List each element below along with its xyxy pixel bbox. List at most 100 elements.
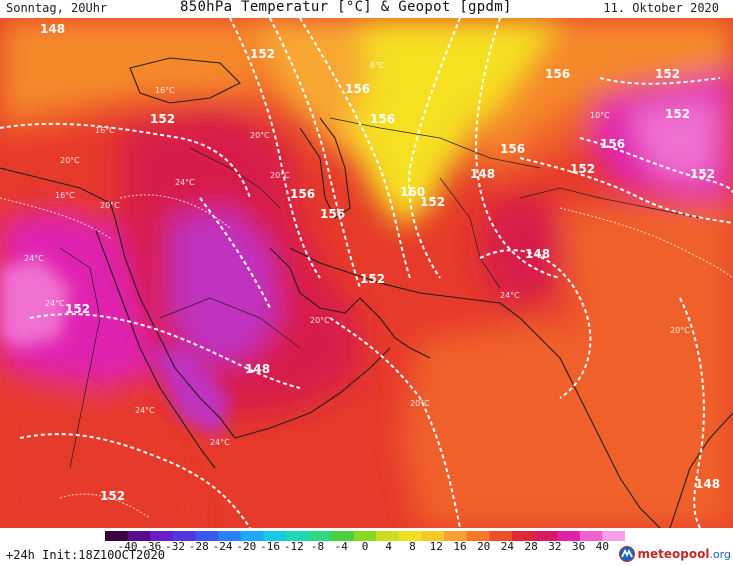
coast-persian-gulf: [269, 247, 431, 359]
temp-zone-northeast-orange: [480, 18, 733, 168]
colorbar-segment: [105, 531, 129, 541]
colorbar-segment: [466, 531, 490, 541]
geopotential-label: 152: [665, 107, 690, 121]
geopotential-label: 152: [655, 67, 680, 81]
coast-iran: [289, 247, 521, 319]
colorbar-segment: [398, 531, 423, 541]
colorbar-segment: [331, 531, 355, 541]
colorbar-tick-label: 36: [572, 540, 586, 553]
temperature-label: 20°C: [60, 156, 80, 165]
coast-india-east: [669, 412, 733, 528]
colorbar-segment: [602, 531, 625, 541]
temp-zone-pakistan-magenta: [480, 198, 570, 308]
coast-red-sea-west: [94, 227, 216, 469]
geopot-contour-8: [19, 433, 251, 528]
geopotential-label: 156: [500, 142, 525, 156]
meteopool-logo-icon: [618, 546, 635, 562]
border-africa: [59, 247, 101, 469]
colorbar-segment: [127, 531, 151, 541]
colorbar-tick-label: 16: [453, 540, 467, 553]
border-arabia-1: [159, 297, 301, 349]
colorbar-segment: [240, 531, 264, 541]
temp-zone-arabia-magenta: [170, 208, 280, 368]
header-bar: Sonntag, 20Uhr 850hPa Temperatur [°C] & …: [0, 0, 733, 18]
colorbar-segment: [376, 531, 400, 541]
temperature-label: 8°C: [370, 61, 385, 70]
geopot-contour-9: [479, 249, 592, 399]
geopotential-label: 152: [420, 195, 445, 209]
colorbar-tick-label: 32: [548, 540, 562, 553]
weather-map: 148 152 156 160 156 156 152 156 148 152 152 148 152 1…: [0, 18, 733, 528]
temperature-label: 16°C: [155, 86, 175, 95]
coast-arabia-south: [234, 347, 391, 439]
colorbar-segment: [579, 531, 603, 541]
geopotential-label: 152: [570, 162, 595, 176]
temp-zone-india-orange: [400, 318, 640, 528]
temp-zone-southwest-red: [0, 398, 200, 528]
geopotential-label: 156: [545, 67, 570, 81]
temp-zone-red-sea-purple: [150, 348, 230, 438]
colorbar-segment: [511, 531, 536, 541]
temperature-label: 20°C: [310, 316, 330, 325]
colorbar-segment: [285, 531, 309, 541]
colorbar-segment: [172, 531, 196, 541]
temperature-label: 20°C: [270, 171, 290, 180]
geopotential-label: 148: [695, 477, 720, 491]
geopotential-label: 152: [690, 167, 715, 181]
temperature-label: 24°C: [175, 178, 195, 187]
meteopool-logo[interactable]: meteopool.org: [618, 544, 731, 564]
geopotential-label: 152: [250, 47, 275, 61]
coast-india-west: [519, 317, 661, 528]
temperature-label: 16°C: [95, 126, 115, 135]
geopot-contour-11: [579, 137, 733, 194]
geopotential-label: 152: [100, 489, 125, 503]
border-china-india: [519, 187, 701, 219]
geopotential-label: 148: [40, 22, 65, 36]
geopot-contour-5: [475, 18, 561, 279]
geopot-contour-4: [408, 18, 461, 279]
geopot-contour-3: [299, 18, 411, 279]
geopot-contour-15: [519, 157, 733, 224]
geopotential-label: 156: [320, 207, 345, 221]
coast-mediterranean: [0, 167, 116, 219]
temperature-label: 20°C: [100, 201, 120, 210]
geopot-contour-7: [29, 313, 301, 389]
temp-isoline-2: [119, 194, 231, 229]
temperature-label: 20°C: [250, 131, 270, 140]
logo-brand: meteopool: [637, 547, 710, 561]
temperature-field: [0, 18, 733, 528]
geopot-contour-6: [0, 122, 251, 199]
colorbar-segment: [308, 531, 332, 541]
colorbar-tick-label: 4: [385, 540, 393, 553]
colorbar-tick-label: -36: [141, 540, 162, 553]
colorbar-tick-label: 28: [524, 540, 538, 553]
temperature-label: 10°C: [590, 111, 610, 120]
geopot-contour-1: [229, 18, 321, 279]
colorbar-tick-label: -32: [165, 540, 186, 553]
colorbar-tick-label: -4: [334, 540, 348, 553]
temperature-isolines: [0, 194, 733, 519]
colorbar-segment: [218, 531, 242, 541]
geopotential-label: 152: [150, 112, 175, 126]
colorbar-tick-label: 20: [477, 540, 491, 553]
colorbar-segment: [150, 531, 174, 541]
temperature-label: 20°C: [410, 399, 430, 408]
logo-tld: .org: [709, 548, 731, 561]
temperature-label: 24°C: [210, 438, 230, 447]
temp-zone-yellow: [350, 18, 560, 228]
temperature-label: 16°C: [55, 191, 75, 200]
temp-zone-northeast-pink: [630, 98, 720, 178]
temp-zone-west-pink: [0, 258, 70, 348]
colorbar-segment: [444, 531, 468, 541]
temperature-label: 24°C: [135, 406, 155, 415]
colorbar-tick-label: 8: [409, 540, 416, 553]
colorbar-tick-label: -40: [117, 540, 138, 553]
geopot-contour-12: [679, 297, 705, 528]
colorbar-segment: [534, 531, 558, 541]
geopotential-label: 156: [370, 112, 395, 126]
geopotential-label: 156: [345, 82, 370, 96]
geopot-contour-13: [199, 197, 271, 309]
colorbar-tick-label: -12: [283, 540, 304, 553]
colorbar-tick-label: -16: [260, 540, 280, 553]
colorbar-tick-label: 40: [595, 540, 610, 553]
